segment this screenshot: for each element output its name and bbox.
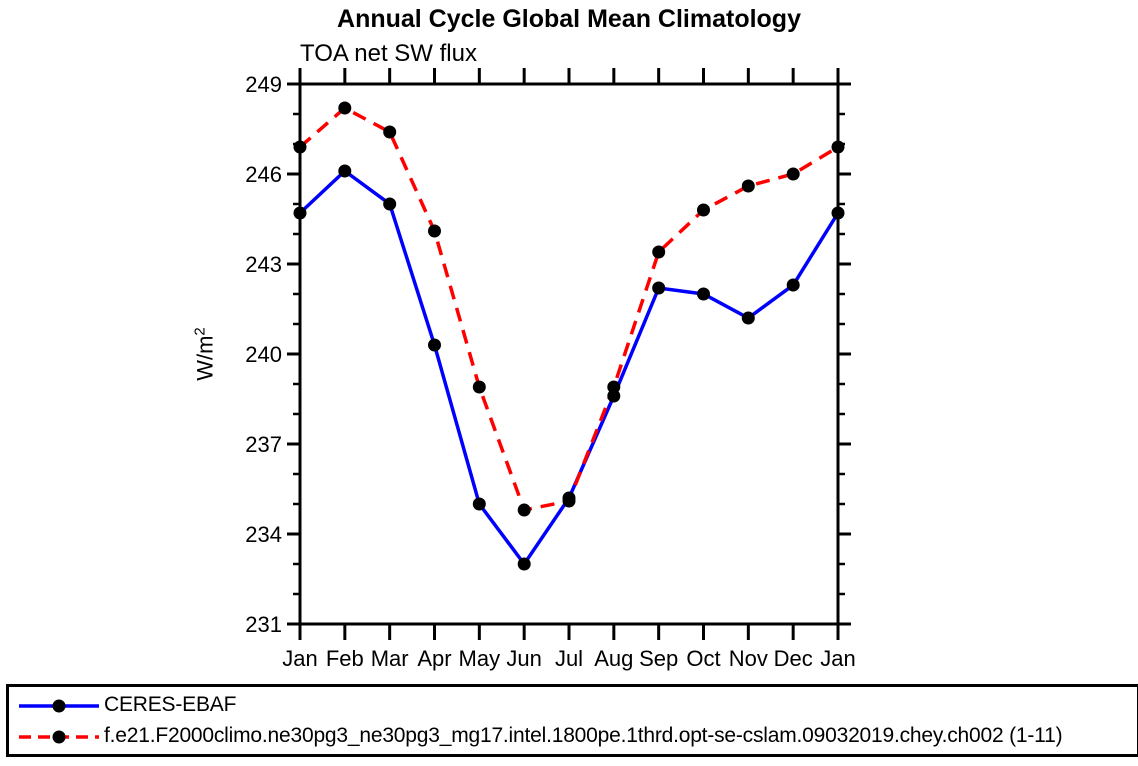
legend-line-sample-dashed [19,730,99,743]
x-tick-label: May [459,646,501,671]
y-tick-label: 231 [245,612,282,637]
data-point-series-0 [652,281,666,295]
data-point-series-0 [293,206,307,220]
data-point-series-1 [562,494,576,508]
x-tick-label: Sep [639,646,678,671]
data-point-series-1 [741,179,755,193]
data-point-series-1 [428,224,441,238]
data-point-series-1 [293,140,307,154]
x-tick-label: Feb [326,646,364,671]
y-tick-label: 240 [245,342,282,367]
legend-item-model-run: f.e21.F2000climo.ne30pg3_ne30pg3_mg17.in… [17,723,1137,750]
data-point-series-0 [517,557,531,571]
chart-canvas: 231 234 237 240 243 246 249 Jan Feb Mar Apr May Jun J… [245,68,856,671]
data-point-series-1 [652,245,666,259]
data-point-series-1 [472,380,486,394]
legend-marker-dot [52,699,66,712]
y-tick-label: 234 [245,522,282,547]
legend: CERES-EBAF f.e21.F2000climo.ne30pg3_ne30… [6,684,1138,757]
x-tick-label: Jan [820,646,855,671]
data-point-series-0 [741,311,755,325]
data-point-series-0 [472,497,486,511]
data-point-series-1 [607,380,621,394]
data-point-series-0 [697,287,710,301]
data-point-series-0 [428,338,441,352]
legend-item-ceres-ebaf: CERES-EBAF [17,692,1137,719]
x-tick-label: Jan [282,646,317,671]
x-tick-label: Apr [417,646,451,671]
y-tick-label: 249 [245,72,282,97]
data-point-series-1 [831,140,845,154]
plot-frame [298,82,840,626]
x-tick-label: Nov [729,646,768,671]
x-tick-label: Jun [506,646,541,671]
data-point-series-1 [383,125,397,139]
data-point-series-1 [786,167,800,181]
data-point-series-0 [383,197,397,211]
legend-line-sample-solid [19,699,99,712]
data-point-series-1 [517,503,531,517]
data-point-series-1 [697,203,710,217]
series-line-1 [298,105,839,513]
legend-label-ceres-ebaf: CERES-EBAF [104,693,237,716]
data-point-series-1 [338,101,352,115]
legend-marker-dot [52,730,66,743]
x-tick-label: Oct [686,646,720,671]
y-tick-label: 237 [245,432,282,457]
data-point-series-0 [831,206,845,220]
data-point-series-0 [607,389,621,403]
chart-subtitle: TOA net SW flux [300,40,477,67]
x-tick-label: Aug [594,646,633,671]
chart-title: Annual Cycle Global Mean Climatology [337,5,801,33]
data-point-series-0 [338,164,352,178]
y-tick-label: 243 [245,252,282,277]
y-tick-label: 246 [245,162,282,187]
x-tick-label: Mar [371,646,409,671]
x-tick-label: Dec [774,646,813,671]
x-tick-label: Jul [555,646,583,671]
data-point-series-0 [786,278,800,292]
legend-label-model-run: f.e21.F2000climo.ne30pg3_ne30pg3_mg17.in… [104,724,1063,747]
